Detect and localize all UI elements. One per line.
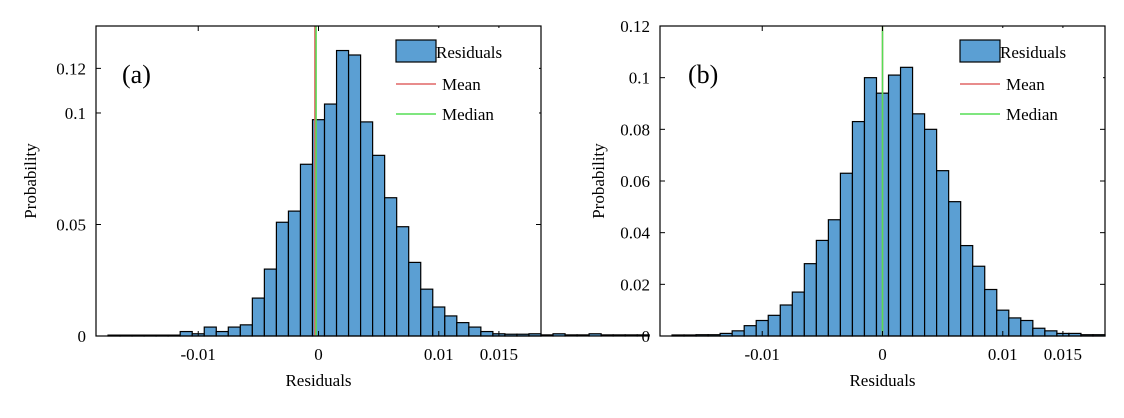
histogram-bar [179,330,193,337]
x-axis-label: Residuals [849,371,915,390]
histogram-bar [600,334,614,337]
histogram-bar [215,330,229,337]
histogram-bar [779,304,793,337]
y-tick-label: 0.05 [56,215,86,234]
histogram-bar [347,54,362,337]
x-axis-ticks: -0.01 0 0.01 0.015 [745,26,1082,364]
histogram-bar [456,322,470,337]
panel-label: (a) [122,60,151,89]
histogram-bar [984,288,998,337]
legend: Residuals Mean Median [956,28,1103,126]
histogram-bar [887,74,902,337]
histogram-bar [624,334,638,337]
histogram-bar [576,334,590,337]
histogram-bar [911,113,926,337]
histogram-bar [923,128,938,337]
histogram-bar [803,263,817,337]
legend-swatch-residuals [395,39,437,63]
histogram-bar [863,77,878,337]
histogram-bar [552,333,566,337]
histogram-bar [335,49,350,337]
y-tick-label: 0.06 [620,172,650,191]
y-tick-label: 0.04 [620,224,650,243]
x-tick-label: 0 [878,345,887,364]
histogram-bar [323,103,338,337]
y-axis-ticks: 0 0.02 0.04 0.06 0.08 0.1 0.12 [620,17,1105,346]
legend: Residuals Mean Median [392,28,539,126]
histogram-bar [1020,319,1034,337]
y-tick-label: 0 [78,327,87,346]
histogram-panel-b: -0.01 0 0.01 0.015 0 0.02 0.04 0.06 0.08 0.1 0.12… [589,17,1106,390]
y-axis-ticks: 0 0.05 0.1 0.12 [56,59,541,346]
legend-label-residuals: Residuals [1000,43,1066,62]
histogram-bar [851,120,866,337]
histogram-bar [612,334,626,337]
y-tick-label: 0.1 [65,104,86,123]
x-axis-label: Residuals [285,371,351,390]
histogram-bar [384,197,398,337]
histogram-bar [827,219,842,337]
histogram-bar [203,326,217,337]
histogram-bar [1008,317,1022,337]
histogram-panel-a: -0.01 0 0.01 0.015 0 0.05 0.1 0.12 (a) Residua… [21,25,650,390]
histogram-bar [564,334,578,337]
y-tick-label: 0 [642,327,651,346]
histogram-bar [287,210,302,337]
y-tick-label: 0.12 [620,17,650,36]
x-tick-label: -0.01 [745,345,780,364]
x-axis-ticks: -0.01 0 0.01 0.015 [181,26,518,364]
histogram-bar [263,268,278,337]
x-tick-label: 0.01 [424,345,454,364]
histogram-bar [972,265,986,337]
panel-label: (b) [688,60,718,89]
histogram-bar [408,261,422,337]
y-axis-label: Probability [21,143,40,219]
y-tick-label: 0.12 [56,59,86,78]
histogram-bar [251,297,265,337]
histogram-bars [671,66,1106,337]
histogram-bar [480,330,494,337]
histogram-bar [815,239,829,337]
y-tick-label: 0.02 [620,275,650,294]
y-tick-label: 0.1 [629,69,650,88]
histogram-bar [936,170,950,337]
legend-label-residuals: Residuals [436,43,502,62]
histogram-bar [948,201,962,337]
y-tick-label: 0.08 [620,120,650,139]
histogram-bar [359,121,374,337]
x-tick-label: -0.01 [181,345,216,364]
histogram-bar [239,324,253,337]
histogram-bar [420,288,434,337]
histogram-bar [227,326,241,337]
histogram-bar [444,315,458,337]
legend-swatch-residuals [959,39,1001,63]
histogram-bar [960,244,974,337]
histogram-bar [791,291,805,337]
histogram-bar [588,333,602,337]
histogram-bar [372,154,386,337]
histogram-bar [731,330,745,337]
y-axis-label: Probability [589,143,608,219]
histogram-bar [743,325,757,337]
x-tick-label: 0 [314,345,323,364]
legend-label-median: Median [1006,105,1058,124]
x-tick-label: 0.015 [480,345,518,364]
histogram-bar [839,172,854,337]
histogram-bar [636,334,650,337]
histogram-bar [396,226,410,337]
histogram-bar [767,314,781,337]
histogram-bar [299,163,314,337]
histogram-bar [899,66,914,337]
histogram-bar [468,326,482,337]
x-tick-label: 0.015 [1044,345,1082,364]
legend-label-mean: Mean [1006,75,1045,94]
legend-label-median: Median [442,105,494,124]
histogram-bar [275,221,290,337]
histogram-bar [1044,330,1058,337]
histogram-bar [540,334,554,337]
histogram-bar [1032,327,1046,337]
legend-label-mean: Mean [442,75,481,94]
x-tick-label: 0.01 [988,345,1018,364]
